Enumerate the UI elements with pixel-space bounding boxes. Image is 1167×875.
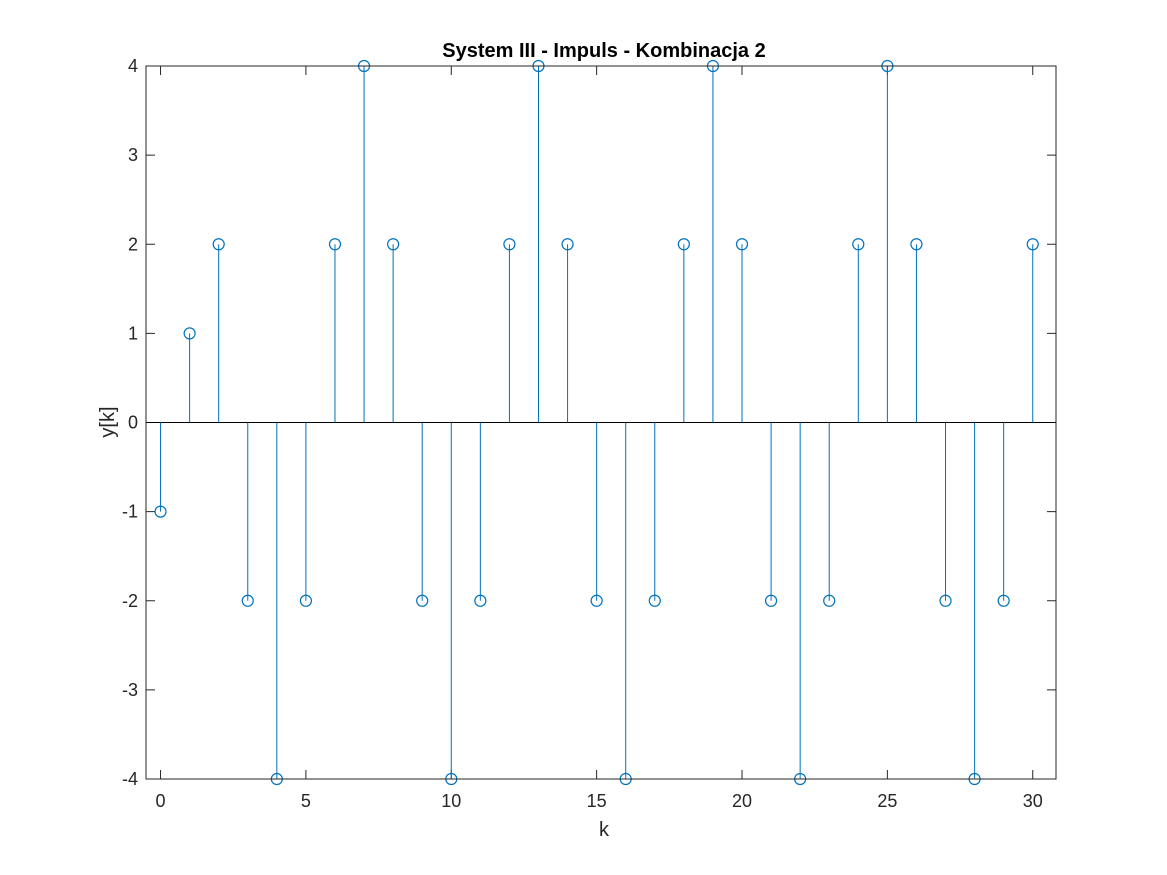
x-tick-label: 30 [1023,791,1043,811]
stem-marker [677,238,690,251]
stem-marker [648,594,661,607]
stem-marker [299,594,313,607]
x-tick-label: 20 [732,791,752,811]
stem-marker [823,594,836,607]
stems-layer [160,66,1034,779]
x-axis-label: k [599,819,610,841]
y-tick-label: -4 [122,769,138,789]
y-tick-label: 0 [128,413,138,433]
stem-marker [328,238,342,251]
stem-marker [416,594,429,607]
x-tick-label: 5 [301,791,311,811]
stem-marker [241,594,254,607]
plot-frame [145,65,1057,780]
x-tick-label: 25 [877,791,897,811]
y-tick-label: -1 [122,502,138,522]
stem-marker [212,238,225,251]
stem-marker [939,594,952,607]
stem-marker [503,238,516,251]
stem-marker [387,238,400,251]
y-tick-label: -2 [122,591,138,611]
y-tick-label: 2 [128,234,138,254]
stem-marker [1026,238,1039,251]
stem-marker [590,594,603,607]
markers-layer [154,59,1039,786]
stem-marker [997,594,1010,607]
y-tick-label: 3 [128,145,138,165]
stem-marker [474,594,487,607]
x-tick-label: 10 [441,791,461,811]
stem-marker [852,238,865,251]
x-tick-label: 15 [587,791,607,811]
y-tick-label: 1 [128,323,138,343]
stem-marker [183,327,196,340]
stem-marker [154,505,167,518]
y-axis-label: y[k] [97,406,119,437]
x-tick-label: 0 [156,791,166,811]
y-tick-label: -3 [122,680,138,700]
stem-marker [561,238,574,251]
ticks-layer: 0 5 10 15 20 25 30 -4 -3 -2 -1 0 1 2 3 4 [122,56,1056,811]
stem-marker [735,238,749,251]
chart-title: System III - Impuls - Kombinacja 2 [442,40,765,62]
y-tick-label: 4 [128,56,138,76]
labels-layer: System III - Impuls - Kombinacja 2 k y[k… [97,40,766,841]
stem-marker [910,238,923,251]
stem-marker [764,594,778,607]
